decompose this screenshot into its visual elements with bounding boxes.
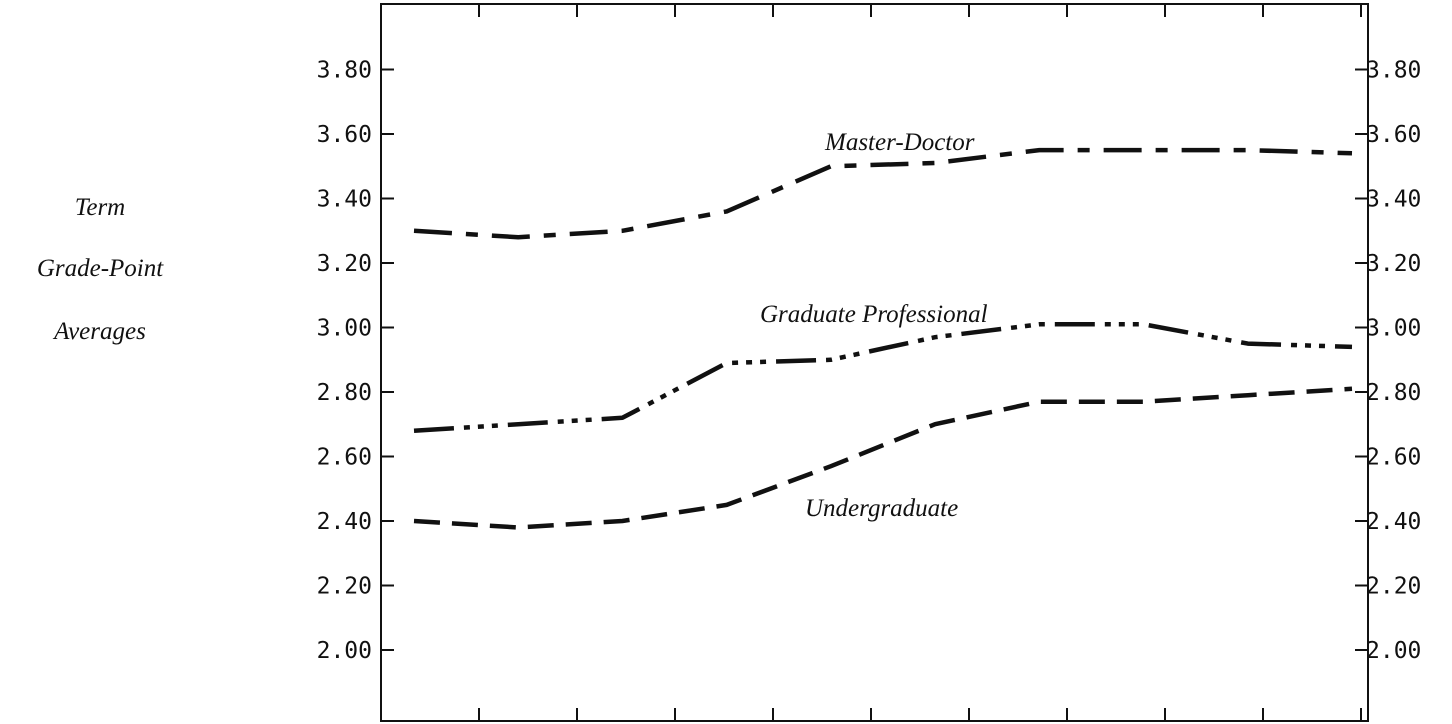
y-tick-label-left: 3.80: [317, 58, 372, 84]
y-tick-label-right: 2.20: [1366, 574, 1421, 600]
y-tick-label-left: 2.60: [317, 445, 372, 471]
left-y-ticks: [381, 68, 394, 651]
series-line-graduate-professional: [413, 322, 1353, 433]
series-labels: Master-Doctor Graduate Professional Unde…: [760, 129, 988, 522]
series-label-graduate-professional: Graduate Professional: [760, 301, 988, 328]
y-tick-label-right: 2.60: [1366, 445, 1421, 471]
y-tick-label-right: 2.00: [1366, 638, 1421, 664]
y-tick-label-left: 2.20: [317, 574, 372, 600]
y-axis-title-line-1: Term: [75, 194, 126, 221]
y-tick-label-left: 3.40: [317, 187, 372, 213]
y-tick-label-right: 3.40: [1366, 187, 1421, 213]
y-axis-title: Term Grade-Point Averages: [37, 194, 164, 345]
series-label-master-doctor: Master-Doctor: [824, 129, 975, 156]
y-tick-label-right: 2.40: [1366, 509, 1421, 535]
left-y-tick-labels: 2.00 2.20 2.40 2.60 2.80 3.00 3.20 3.40 3.60 3.80: [317, 58, 372, 665]
right-y-ticks: [1355, 68, 1368, 651]
series-label-undergraduate: Undergraduate: [805, 495, 958, 522]
bottom-x-ticks: [478, 708, 1362, 721]
y-tick-label-left: 3.60: [317, 122, 372, 148]
right-y-tick-labels: 2.00 2.20 2.40 2.60 2.80 3.00 3.20 3.40 3.60 3.80: [1366, 58, 1421, 665]
plot-frame: [380, 3, 1369, 722]
series-line-master-doctor: [413, 147, 1353, 240]
y-tick-label-left: 3.20: [317, 251, 372, 277]
y-tick-label-right: 2.80: [1366, 380, 1421, 406]
y-axis-title-line-3: Averages: [52, 318, 146, 345]
y-tick-label-right: 3.00: [1366, 316, 1421, 342]
top-x-ticks: [478, 4, 1362, 17]
y-tick-label-right: 3.60: [1366, 122, 1421, 148]
y-tick-label-left: 3.00: [317, 316, 372, 342]
y-tick-label-right: 3.80: [1366, 58, 1421, 84]
y-tick-label-left: 2.80: [317, 380, 372, 406]
y-axis-title-line-2: Grade-Point: [37, 255, 164, 282]
y-tick-label-right: 3.20: [1366, 251, 1421, 277]
series-lines: [413, 147, 1353, 530]
y-tick-label-left: 2.40: [317, 509, 372, 535]
y-tick-label-left: 2.00: [317, 638, 372, 664]
series-line-undergraduate: [413, 386, 1353, 530]
